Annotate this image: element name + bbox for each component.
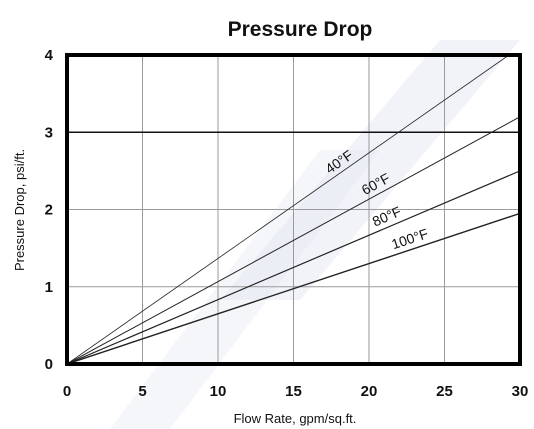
x-tick-label: 0 [63,383,71,400]
x-tick-label: 10 [210,383,227,400]
x-axis-label: Flow Rate, gpm/sq.ft. [234,411,357,426]
plot-border [65,53,522,366]
series-line-1 [67,55,510,364]
grid [67,55,520,364]
series-label-4: 100°F [389,225,430,252]
x-tick-label: 30 [512,383,529,400]
chart-title: Pressure Drop [228,18,373,41]
x-tick-label: 20 [361,383,378,400]
series-line-2 [67,116,520,364]
series-line-4 [67,212,520,364]
x-tick-label: 5 [138,383,146,400]
plot-frame [65,53,522,366]
y-tick-label: 4 [45,47,54,64]
y-tick-label: 0 [45,356,53,373]
y-tick-label: 1 [45,279,53,296]
series-line-3 [67,170,520,364]
watermark-band [110,150,380,429]
tick-labels: 0 5 10 15 20 25 30 0 1 2 3 4 [45,47,529,400]
y-tick-label: 3 [45,124,53,141]
x-tick-label: 25 [436,383,453,400]
x-tick-label: 15 [285,383,302,400]
y-axis-label: Pressure Drop, psi/ft. [12,149,27,271]
y-tick-label: 2 [45,202,53,219]
